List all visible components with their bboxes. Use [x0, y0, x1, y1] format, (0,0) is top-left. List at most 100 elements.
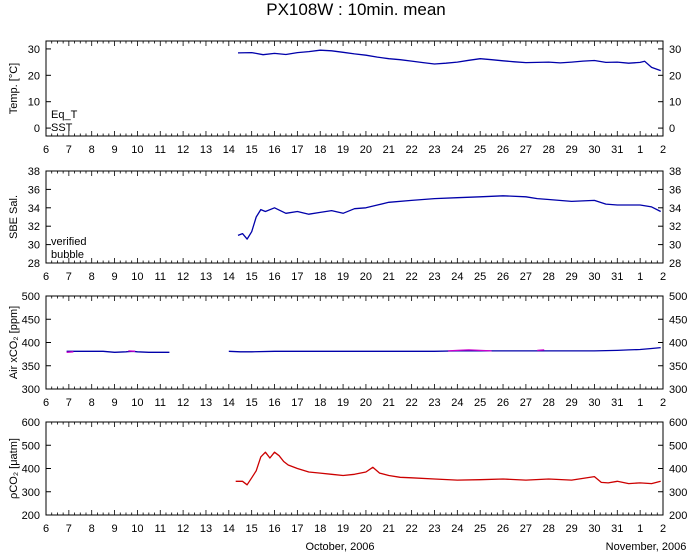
y-tick-label-right: 38 — [669, 166, 681, 178]
x-tick-label: 26 — [497, 523, 509, 535]
x-tick-label: 29 — [565, 144, 577, 156]
x-tick-label: 7 — [66, 397, 72, 409]
x-tick-label: 2 — [660, 397, 666, 409]
x-tick-label: 8 — [89, 271, 95, 283]
x-tick-label: 7 — [66, 144, 72, 156]
y-tick-label-right: 36 — [669, 184, 681, 196]
x-tick-label: 7 — [66, 523, 72, 535]
y-tick-label-right: 300 — [669, 487, 687, 499]
x-tick-label: 1 — [637, 144, 643, 156]
y-tick-label-right: 30 — [669, 44, 681, 56]
legend-entry: verified — [51, 236, 86, 248]
series-line — [66, 351, 74, 353]
x-tick-label: 27 — [520, 144, 532, 156]
x-tick-label: 12 — [177, 144, 189, 156]
x-tick-label: 14 — [223, 397, 235, 409]
y-tick-label-right: 30 — [669, 240, 681, 252]
x-tick-label: 25 — [474, 144, 486, 156]
plot-frame — [45, 170, 664, 264]
x-tick-label: 19 — [337, 397, 349, 409]
x-tick-label: 1 — [637, 271, 643, 283]
y-tick-label-left: 0 — [34, 123, 40, 135]
x-month-label-october: October, 2006 — [305, 541, 374, 553]
x-tick-label: 27 — [520, 397, 532, 409]
y-tick-label-right: 500 — [669, 291, 687, 303]
x-tick-label: 26 — [497, 397, 509, 409]
series-line — [237, 195, 661, 240]
x-tick-label: 13 — [200, 523, 212, 535]
x-tick-label: 21 — [383, 144, 395, 156]
y-tick-label-left: 600 — [22, 417, 40, 429]
x-tick-label: 18 — [314, 523, 326, 535]
x-tick-label: 16 — [268, 397, 280, 409]
y-tick-label-left: 34 — [28, 203, 40, 215]
x-tick-label: 29 — [565, 523, 577, 535]
x-tick-label: 21 — [383, 523, 395, 535]
panel-1 — [45, 40, 664, 137]
x-tick-label: 16 — [268, 144, 280, 156]
x-tick-label: 8 — [89, 523, 95, 535]
x-tick-label: 26 — [497, 271, 509, 283]
y-tick-label-left: 32 — [28, 221, 40, 233]
y-tick-label-left: 400 — [22, 464, 40, 476]
x-tick-label: 29 — [565, 271, 577, 283]
x-tick-label: 10 — [131, 397, 143, 409]
y-tick-label-right: 34 — [669, 203, 681, 215]
x-tick-label: 22 — [406, 523, 418, 535]
x-tick-label: 8 — [89, 144, 95, 156]
x-tick-label: 25 — [474, 523, 486, 535]
x-tick-label: 2 — [660, 523, 666, 535]
x-tick-label: 23 — [428, 144, 440, 156]
y-tick-label-left: 38 — [28, 166, 40, 178]
x-tick-label: 23 — [428, 523, 440, 535]
x-tick-label: 17 — [291, 523, 303, 535]
y-axis-label: ρCO₂ [μatm] — [8, 438, 20, 499]
x-tick-label: 15 — [246, 271, 258, 283]
x-tick-label: 20 — [360, 397, 372, 409]
y-tick-label-left: 450 — [22, 314, 40, 326]
y-tick-label-left: 500 — [22, 291, 40, 303]
y-tick-label-right: 450 — [669, 314, 687, 326]
y-tick-label-right: 400 — [669, 338, 687, 350]
y-tick-label-left: 300 — [22, 487, 40, 499]
series-line — [235, 451, 661, 486]
x-tick-label: 10 — [131, 523, 143, 535]
x-tick-label: 25 — [474, 271, 486, 283]
x-tick-label: 15 — [246, 523, 258, 535]
x-tick-label: 20 — [360, 523, 372, 535]
legend-entry: bubble — [51, 249, 84, 261]
x-month-label-november: November, 2006 — [606, 541, 687, 553]
chart-title: PX108W : 10min. mean — [266, 0, 446, 19]
x-tick-label: 12 — [177, 271, 189, 283]
x-tick-label: 2 — [660, 144, 666, 156]
x-tick-label: 6 — [43, 144, 49, 156]
x-tick-label: 24 — [451, 271, 463, 283]
y-tick-label-left: 30 — [28, 240, 40, 252]
x-tick-label: 9 — [111, 271, 117, 283]
x-tick-label: 22 — [406, 271, 418, 283]
x-tick-label: 11 — [155, 271, 166, 283]
x-tick-label: 6 — [43, 271, 49, 283]
x-tick-label: 24 — [451, 397, 463, 409]
x-tick-label: 30 — [588, 523, 600, 535]
x-tick-label: 28 — [543, 271, 555, 283]
y-tick-label-left: 300 — [22, 384, 40, 396]
x-tick-label: 9 — [111, 397, 117, 409]
x-tick-label: 31 — [611, 523, 623, 535]
x-tick-label: 22 — [406, 144, 418, 156]
x-tick-label: 30 — [588, 271, 600, 283]
x-tick-label: 20 — [360, 271, 372, 283]
x-tick-label: 30 — [588, 397, 600, 409]
x-tick-label: 31 — [611, 271, 623, 283]
x-tick-label: 26 — [497, 144, 509, 156]
y-tick-label-left: 28 — [28, 258, 40, 270]
x-tick-label: 27 — [520, 271, 532, 283]
x-tick-label: 21 — [383, 397, 395, 409]
y-tick-label-right: 350 — [669, 361, 687, 373]
x-tick-label: 19 — [337, 271, 349, 283]
y-tick-label-left: 10 — [28, 97, 40, 109]
y-tick-label-right: 10 — [669, 97, 681, 109]
x-tick-label: 6 — [43, 523, 49, 535]
x-tick-label: 9 — [111, 144, 117, 156]
